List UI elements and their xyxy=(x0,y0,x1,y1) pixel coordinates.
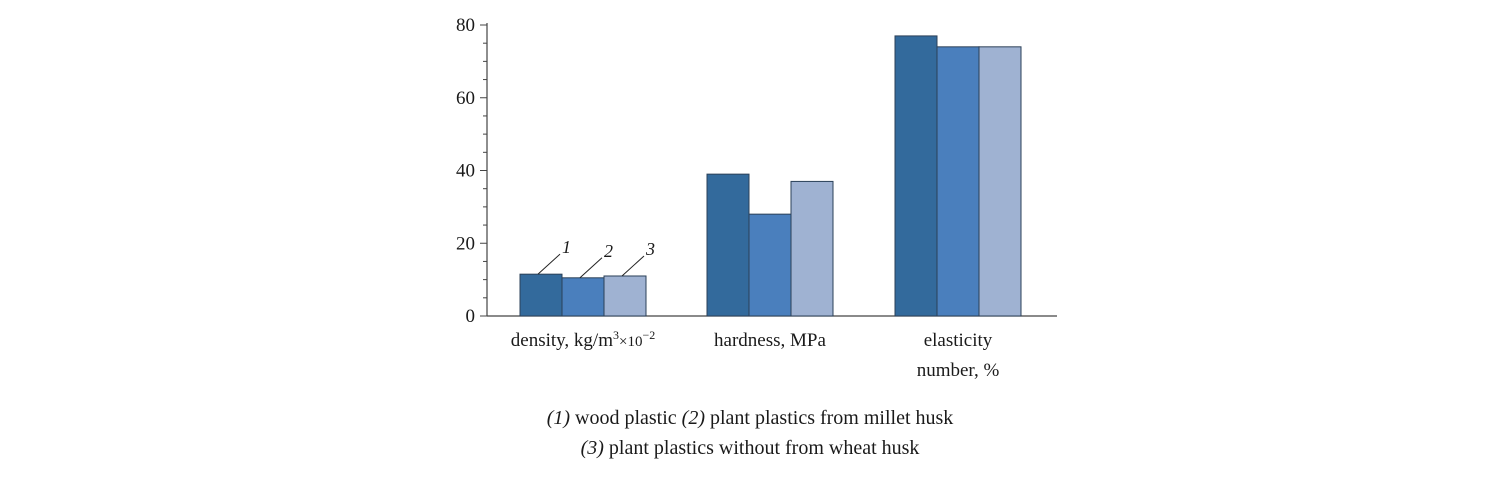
bar xyxy=(894,35,938,317)
y-tick-label: 0 xyxy=(466,306,476,327)
bar-chart: 0 20 40 60 80 1 2 3 density, kg/m3×10−2 hardnes… xyxy=(456,15,1057,381)
callout-label: 1 xyxy=(562,237,571,257)
category-labels: density, kg/m3×10−2 hardness, MPa elastici… xyxy=(511,328,1000,381)
bars xyxy=(519,35,1022,317)
caption-text: plant plastics without from wheat husk xyxy=(603,437,920,459)
bar xyxy=(603,275,647,317)
caption-text: wood plastic xyxy=(570,407,682,429)
bar xyxy=(936,46,980,317)
category-label: elasticity xyxy=(924,330,993,351)
callout-leader xyxy=(579,257,603,279)
y-tick-label: 60 xyxy=(456,88,475,109)
y-tick-label: 20 xyxy=(456,233,475,254)
series-callouts: 1 2 3 xyxy=(537,237,655,279)
caption-series-number: (3) xyxy=(580,437,604,459)
caption-series-number: (2) xyxy=(681,407,705,429)
bar xyxy=(561,277,605,317)
callout-leader xyxy=(621,255,645,277)
callout-leader xyxy=(537,253,561,275)
category-label: density, kg/m3×10−2 xyxy=(511,328,655,351)
caption-line-1: (1) wood plastic (2) plant plastics from… xyxy=(0,407,1500,430)
callout-label: 3 xyxy=(645,239,655,259)
bar xyxy=(519,273,563,317)
callout-label: 2 xyxy=(604,241,613,261)
caption-line-2: (3) plant plastics without from wheat hu… xyxy=(0,437,1500,460)
bar xyxy=(748,213,792,317)
bar xyxy=(978,46,1022,317)
caption-series-number: (1) xyxy=(546,407,571,429)
bar xyxy=(706,173,750,317)
y-tick-label: 80 xyxy=(456,15,475,36)
category-label: hardness, MPa xyxy=(714,330,826,351)
caption-text: plant plastics from millet husk xyxy=(705,407,954,429)
y-tick-label: 40 xyxy=(456,161,475,182)
bar xyxy=(790,180,834,317)
category-label-line2: number, % xyxy=(917,360,1000,381)
